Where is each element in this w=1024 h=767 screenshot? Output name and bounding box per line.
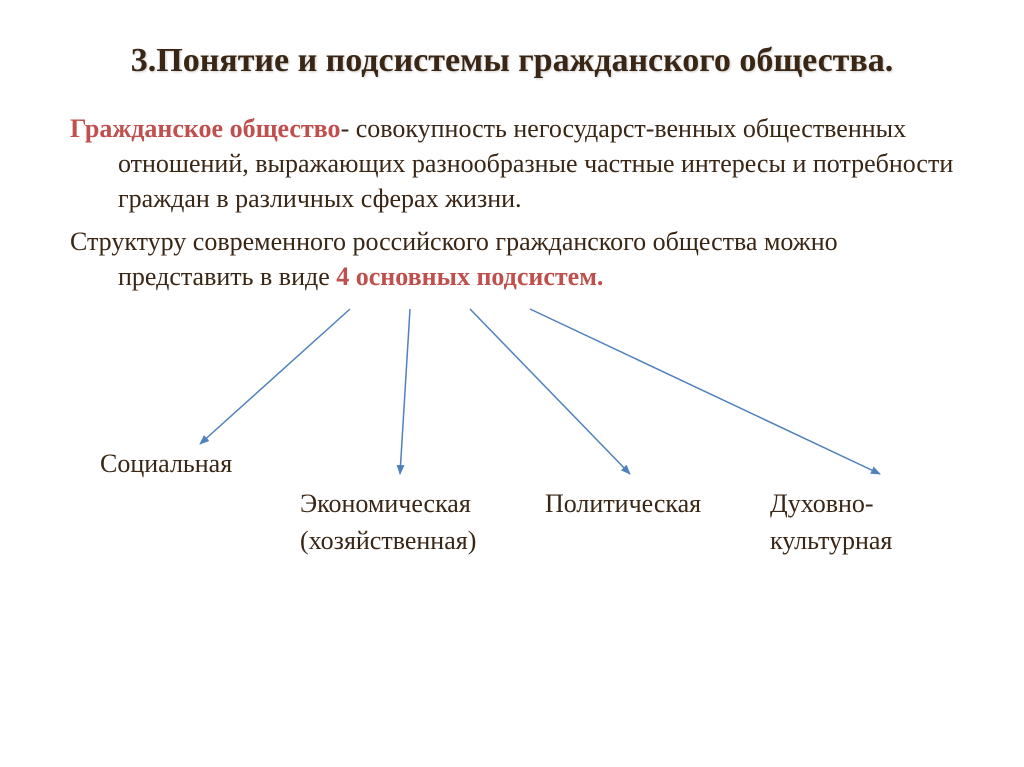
subsystems-diagram: Социальная Экономическая (хозяйственная)…: [70, 304, 954, 554]
subsystem-social: Социальная: [100, 449, 232, 479]
subsystem-spirit: Духовно-: [770, 489, 874, 519]
slide: 3.Понятие и подсистемы гражданского обще…: [0, 0, 1024, 767]
arrow-econ: [400, 309, 410, 474]
slide-title: 3.Понятие и подсистемы гражданского обще…: [70, 40, 954, 83]
definition-dash: -: [341, 114, 356, 143]
structure-highlight: 4 основных подсистем.: [336, 262, 603, 291]
arrow-spirit: [530, 309, 880, 474]
definition-paragraph: Гражданское общество- совокупность негос…: [70, 111, 954, 216]
subsystem-spirit-sub: культурная: [770, 526, 892, 556]
subsystem-econ-sub: (хозяйственная): [300, 526, 476, 556]
subsystem-polit: Политическая: [545, 489, 701, 519]
arrow-social: [200, 309, 350, 444]
structure-paragraph: Структуру современного российского гражд…: [70, 224, 954, 294]
arrow-polit: [470, 309, 630, 474]
body-text: Гражданское общество- совокупность негос…: [70, 111, 954, 294]
definition-term: Гражданское общество: [70, 114, 341, 143]
subsystem-econ: Экономическая: [300, 489, 471, 519]
